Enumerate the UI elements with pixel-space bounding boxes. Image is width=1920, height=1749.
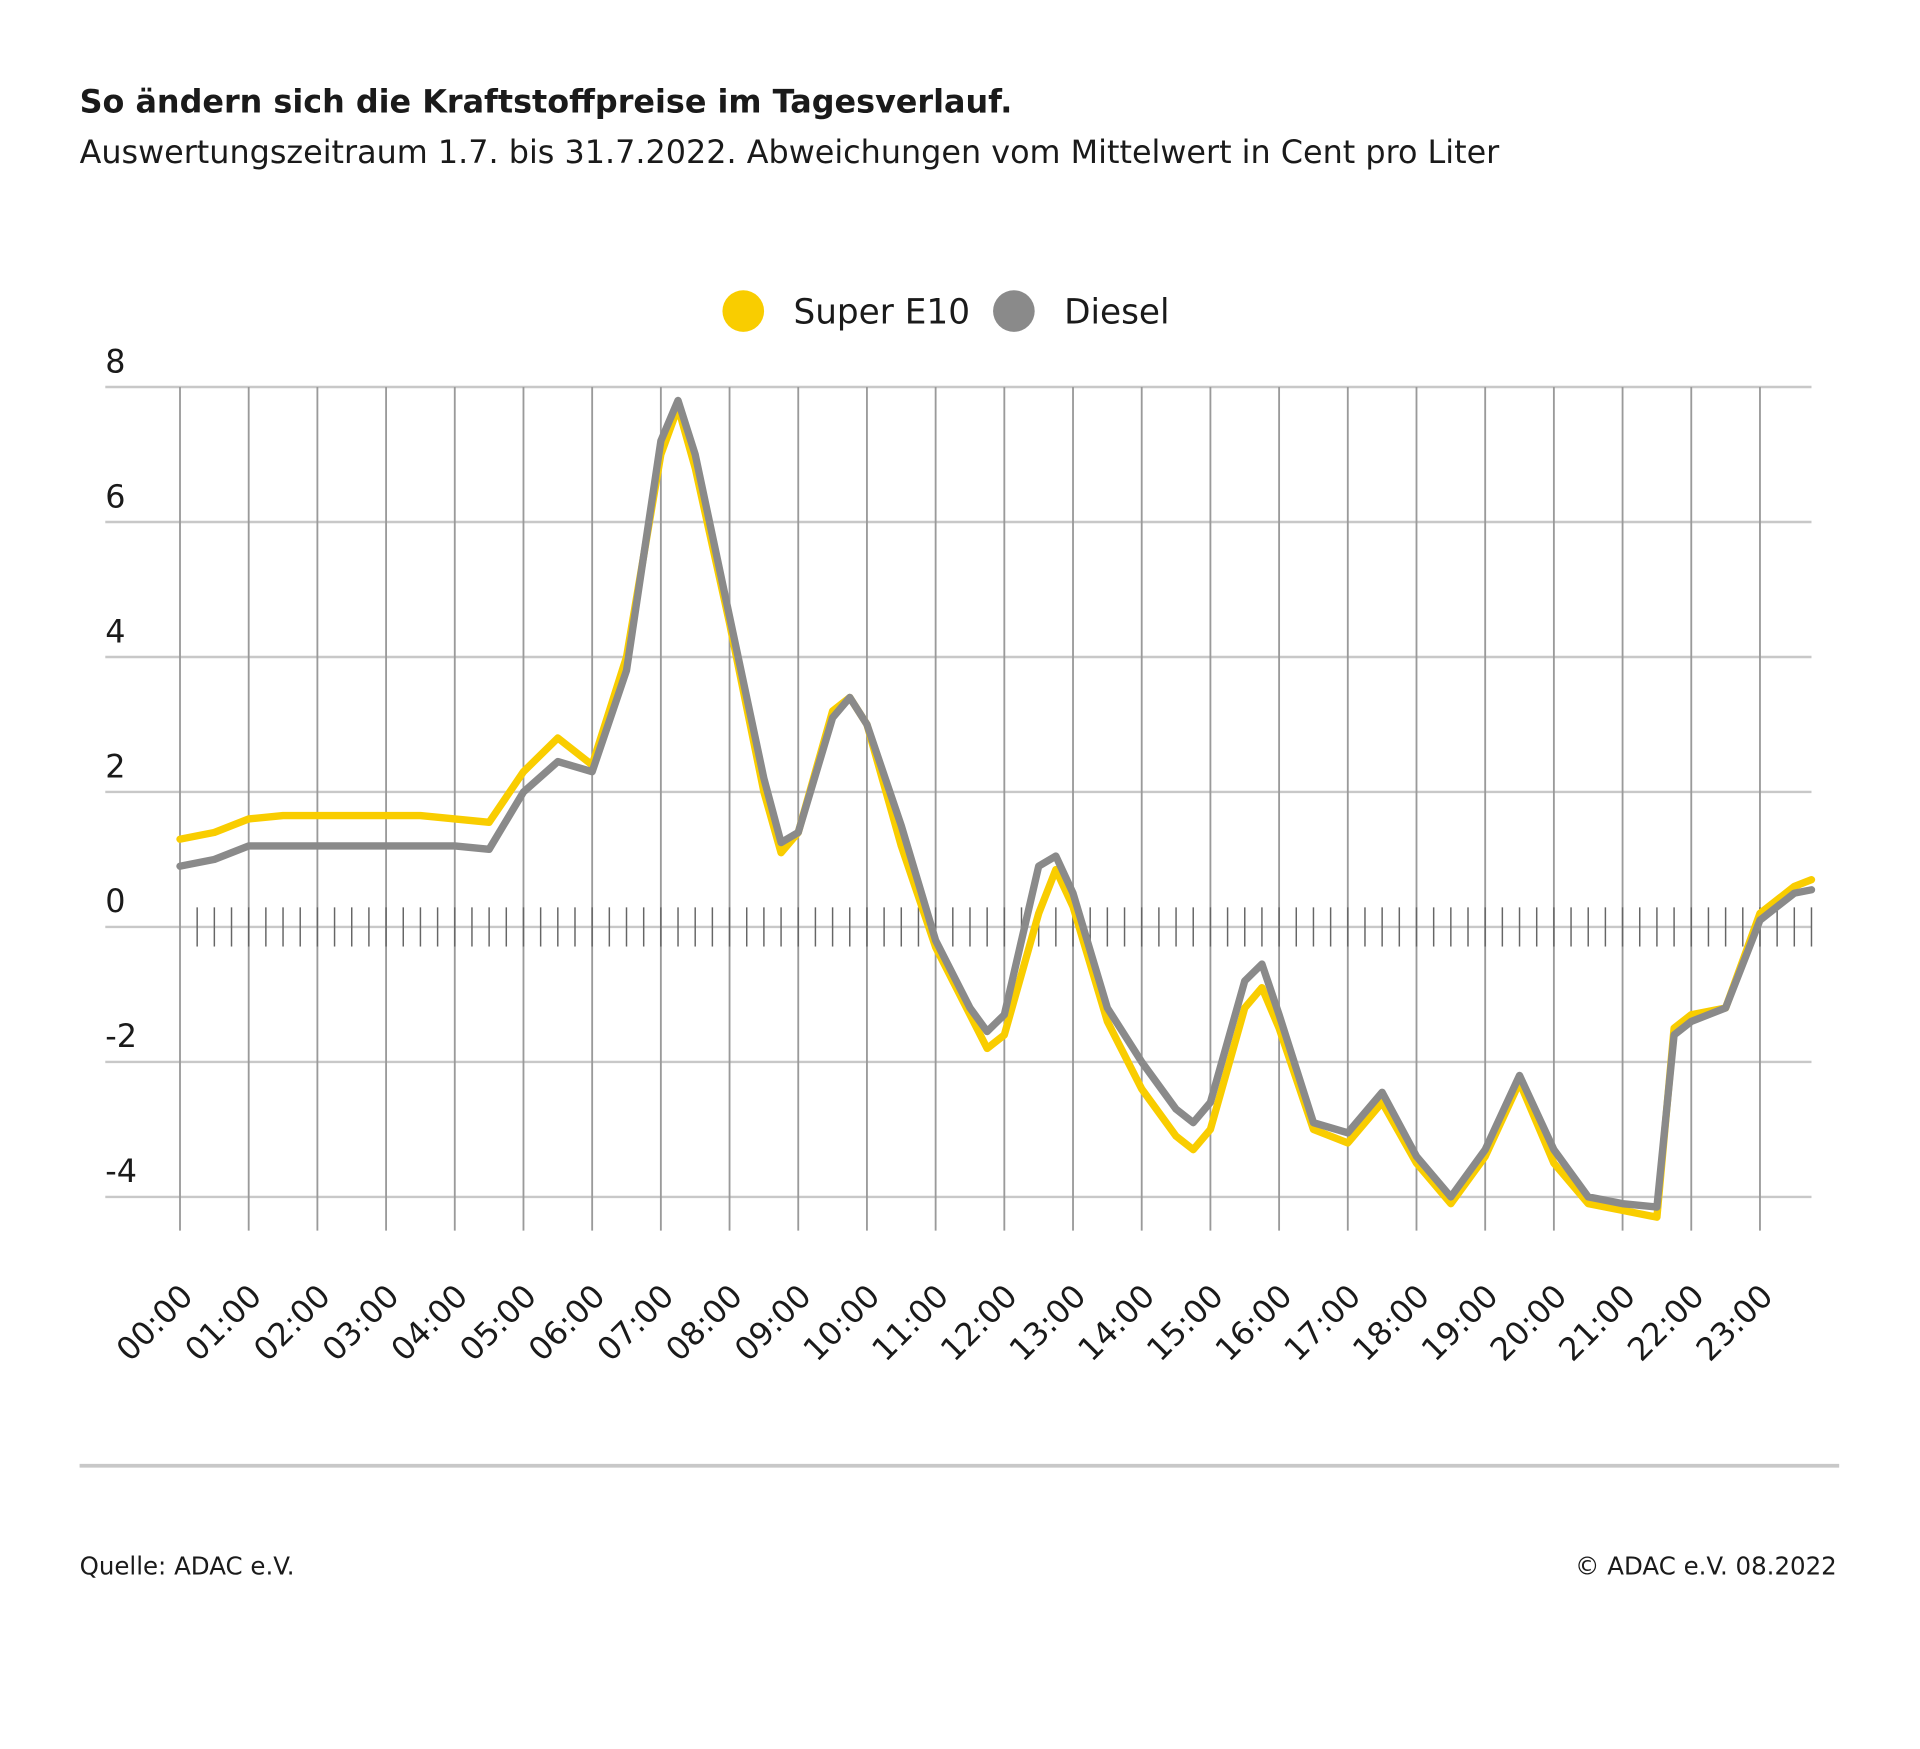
x-tick-label: 13:00 xyxy=(1002,1277,1094,1369)
x-tick-label: 21:00 xyxy=(1551,1277,1643,1369)
x-tick-label: 22:00 xyxy=(1620,1277,1712,1369)
x-tick-label: 00:00 xyxy=(109,1277,201,1369)
x-tick-label: 20:00 xyxy=(1482,1277,1574,1369)
y-tick-label: 4 xyxy=(105,612,125,650)
x-tick-label: 14:00 xyxy=(1070,1277,1162,1369)
x-tick-label: 09:00 xyxy=(727,1277,819,1369)
source: Quelle: ADAC e.V. xyxy=(80,1552,295,1581)
x-tick-label: 19:00 xyxy=(1414,1277,1506,1369)
x-tick-label: 02:00 xyxy=(246,1277,338,1369)
legend-marker xyxy=(993,290,1035,332)
x-tick-label: 16:00 xyxy=(1208,1277,1300,1369)
copyright: © ADAC e.V. 08.2022 xyxy=(1575,1552,1837,1581)
series-line xyxy=(176,396,1816,1211)
y-tick-label: 8 xyxy=(105,342,125,380)
x-tick-label: 08:00 xyxy=(658,1277,750,1369)
x-tick-label: 01:00 xyxy=(177,1277,269,1369)
legend-label: Diesel xyxy=(1064,292,1169,332)
x-tick-label: 12:00 xyxy=(933,1277,1025,1369)
x-tick-label: 10:00 xyxy=(796,1277,888,1369)
chart-title: So ändern sich die Kraftstoffpreise im T… xyxy=(80,83,1013,121)
legend-label: Super E10 xyxy=(793,292,970,332)
chart-subtitle: Auswertungszeitraum 1.7. bis 31.7.2022. … xyxy=(80,133,1501,171)
y-tick-label: 0 xyxy=(105,882,125,920)
x-tick-label: 07:00 xyxy=(589,1277,681,1369)
x-tick-label: 23:00 xyxy=(1689,1277,1781,1369)
x-tick-label: 11:00 xyxy=(864,1277,956,1369)
x-tick-label: 15:00 xyxy=(1139,1277,1231,1369)
y-tick-label: -2 xyxy=(105,1017,137,1055)
x-tick-label: 05:00 xyxy=(452,1277,544,1369)
y-tick-label: -4 xyxy=(105,1152,137,1190)
y-tick-label: 6 xyxy=(105,477,125,515)
series-line xyxy=(176,403,1816,1221)
legend-marker xyxy=(722,290,765,332)
x-tick-label: 04:00 xyxy=(383,1277,475,1369)
x-tick-label: 18:00 xyxy=(1345,1277,1437,1369)
x-tick-label: 17:00 xyxy=(1276,1277,1368,1369)
x-tick-label: 03:00 xyxy=(315,1277,407,1369)
x-tick-label: 06:00 xyxy=(521,1277,613,1369)
y-tick-label: 2 xyxy=(105,747,125,785)
